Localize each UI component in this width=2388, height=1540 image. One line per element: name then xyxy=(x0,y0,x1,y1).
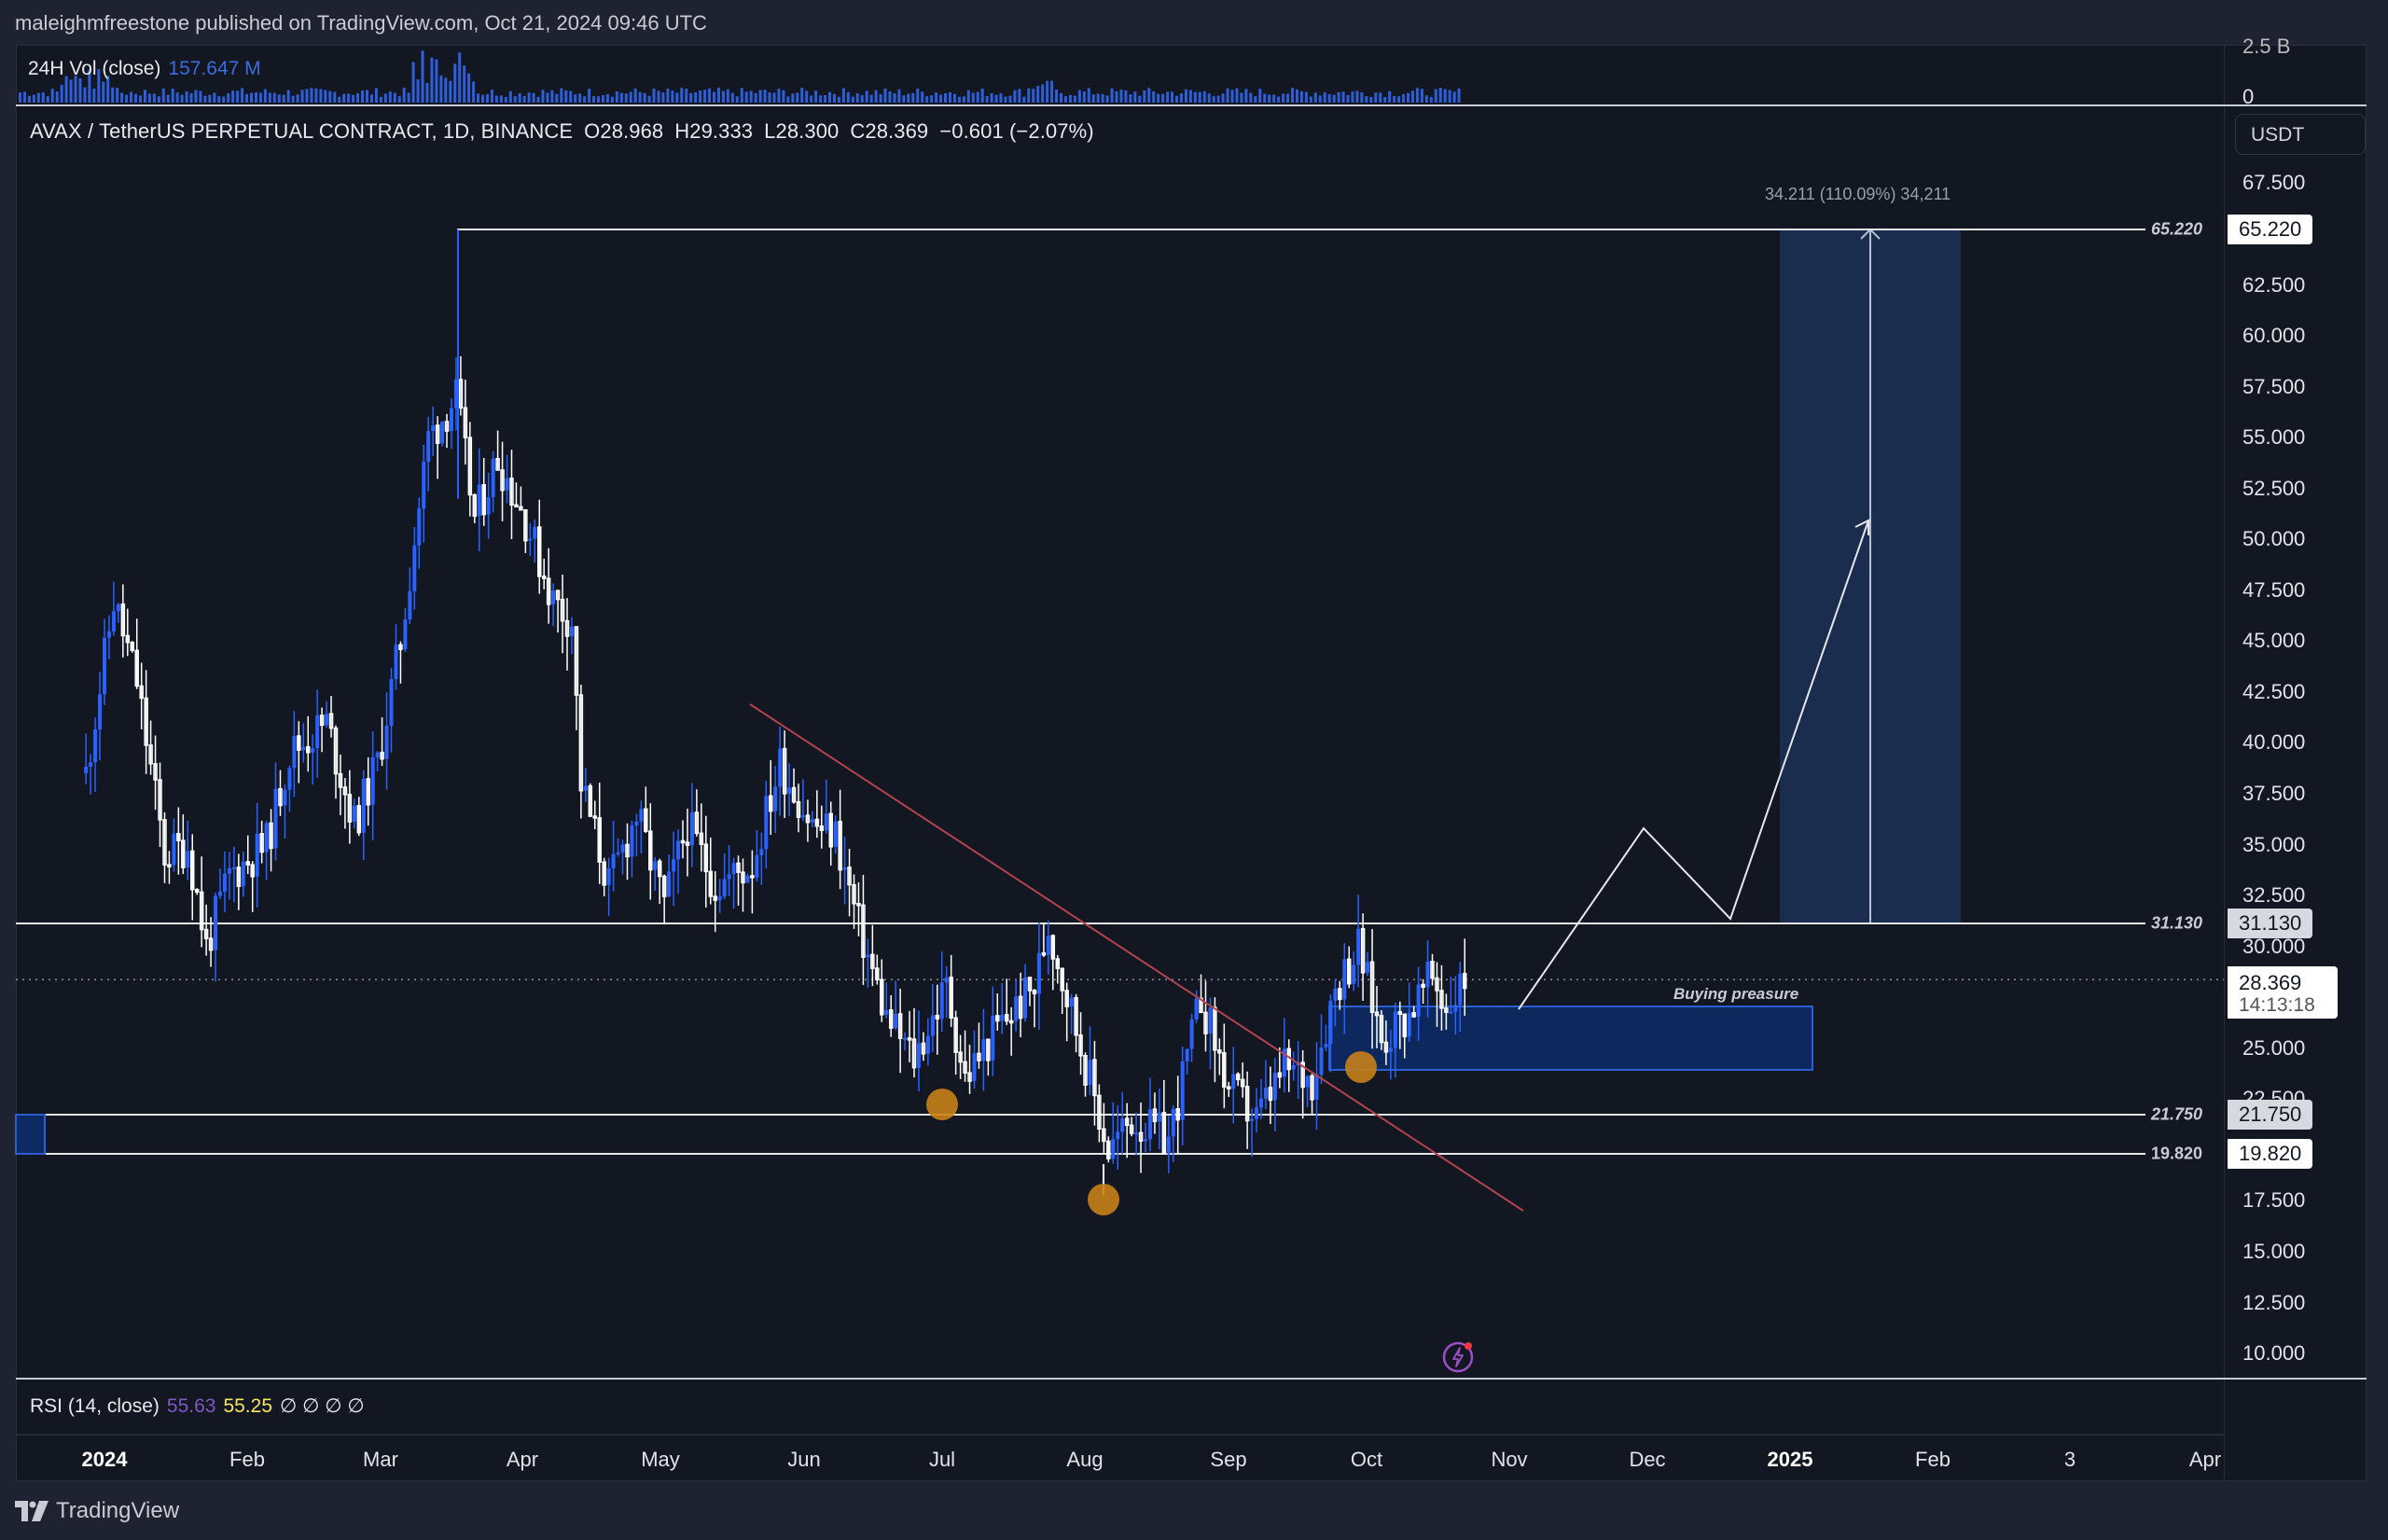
price-tag-21: 21.750 xyxy=(2228,1100,2313,1130)
price-tick: 62.500 xyxy=(2242,272,2306,297)
price-tag-19: 19.820 xyxy=(2228,1139,2313,1169)
time-tick: May xyxy=(641,1448,680,1471)
level-label-21: 21.750 xyxy=(2151,1104,2203,1124)
time-tick: Oct xyxy=(1350,1448,1383,1471)
time-axis[interactable] xyxy=(16,1435,2224,1482)
price-tick: 60.000 xyxy=(2242,324,2306,348)
rsi-label: RSI (14, close) xyxy=(30,1395,160,1417)
price-tick: 10.000 xyxy=(2242,1341,2306,1366)
level-label-65: 65.220 xyxy=(2151,219,2203,239)
price-tick: 45.000 xyxy=(2242,629,2306,653)
time-tick: 2024 xyxy=(81,1448,128,1471)
brand-name: TradingView xyxy=(56,1498,180,1523)
chart-frame xyxy=(16,45,2367,1481)
level-label-31: 31.130 xyxy=(2151,913,2203,933)
ohlc-close: C28.369 xyxy=(850,119,929,143)
projection-path xyxy=(1518,520,1869,1010)
price-tick: 52.500 xyxy=(2242,476,2306,500)
tradingview-brand[interactable]: TradingView xyxy=(15,1498,179,1524)
volume-legend[interactable]: 24H Vol (close) 157.647 M xyxy=(28,58,261,80)
rsi-null-values: ∅ ∅ ∅ ∅ xyxy=(280,1395,365,1417)
rsi-ma-value: 55.25 xyxy=(223,1395,273,1417)
price-tick: 37.500 xyxy=(2242,782,2306,805)
time-tick: Feb xyxy=(229,1448,265,1471)
ohlc-open: O28.968 xyxy=(584,119,664,143)
ohlc-change: −0.601 (−2.07%) xyxy=(939,119,1094,143)
price-tick: 17.500 xyxy=(2242,1188,2306,1213)
volume-value: 157.647 M xyxy=(168,58,261,79)
price-tag-65: 65.220 xyxy=(2228,215,2313,244)
price-tick: 15.000 xyxy=(2242,1239,2306,1263)
time-tick: Feb xyxy=(1915,1448,1951,1471)
time-tick: Mar xyxy=(363,1448,398,1471)
bar-countdown: 14:13:18 xyxy=(2239,994,2315,1016)
time-tick: Apr xyxy=(506,1448,539,1471)
pivot-marker-1 xyxy=(1088,1184,1119,1215)
time-tick: Nov xyxy=(1491,1448,1528,1471)
level-label-19: 19.820 xyxy=(2151,1144,2203,1163)
price-tick: 57.500 xyxy=(2242,374,2306,398)
volume-axis-max: 2.5 B xyxy=(2242,35,2291,58)
volume-label: 24H Vol (close) xyxy=(28,58,161,79)
symbol-legend[interactable]: AVAX / TetherUS PERPETUAL CONTRACT, 1D, … xyxy=(30,119,1105,144)
price-axis-divider xyxy=(2224,45,2225,1481)
currency-selector[interactable]: USDT xyxy=(2235,114,2366,155)
price-tag-31: 31.130 xyxy=(2228,909,2313,938)
last-price: 28.369 xyxy=(2239,971,2302,994)
pivot-marker-0 xyxy=(926,1089,958,1120)
left-zone-box xyxy=(15,1114,46,1155)
time-tick: Dec xyxy=(1629,1448,1666,1471)
price-tick: 50.000 xyxy=(2242,527,2306,551)
rsi-value: 55.63 xyxy=(166,1395,216,1417)
price-tick: 32.500 xyxy=(2242,883,2306,908)
time-tick: 3 xyxy=(2063,1448,2076,1471)
descending-trendline xyxy=(749,703,1524,1212)
price-tick: 25.000 xyxy=(2242,1035,2306,1060)
pivot-marker-2 xyxy=(1345,1051,1377,1083)
time-tick: 2025 xyxy=(1767,1448,1813,1471)
price-tick: 67.500 xyxy=(2242,171,2306,195)
last-price-tag: 28.369 14:13:18 xyxy=(2228,966,2338,1019)
price-tick: 35.000 xyxy=(2242,832,2306,856)
price-tick: 47.500 xyxy=(2242,577,2306,602)
time-tick: Apr xyxy=(2188,1448,2222,1471)
volume-axis-zero: 0 xyxy=(2242,85,2255,108)
time-tick: Jul xyxy=(928,1448,956,1471)
price-tick: 40.000 xyxy=(2242,730,2306,755)
symbol-name: AVAX / TetherUS PERPETUAL CONTRACT, 1D, … xyxy=(30,119,574,143)
price-tick: 42.500 xyxy=(2242,679,2306,703)
price-tick: 55.000 xyxy=(2242,425,2306,450)
buying-zone-label: Buying preasure xyxy=(1673,985,1799,1003)
time-tick: Aug xyxy=(1066,1448,1104,1471)
price-tick: 12.500 xyxy=(2242,1290,2306,1314)
ohlc-low: L28.300 xyxy=(764,119,840,143)
time-tick: Jun xyxy=(787,1448,821,1471)
projection-arrowhead-icon xyxy=(1854,519,1869,535)
time-tick: Sep xyxy=(1210,1448,1247,1471)
ohlc-high: H29.333 xyxy=(674,119,754,143)
publish-info: maleighmfreestone published on TradingVi… xyxy=(15,11,707,35)
lightning-alert-icon[interactable] xyxy=(1441,1340,1475,1374)
price-range-measure-label: 34.211 (110.09%) 34,211 xyxy=(1765,185,1951,203)
buying-pressure-zone xyxy=(1328,1006,1813,1071)
tradingview-logo-icon xyxy=(15,1501,49,1521)
rsi-legend[interactable]: RSI (14, close) 55.63 55.25 ∅ ∅ ∅ ∅ xyxy=(30,1394,365,1418)
